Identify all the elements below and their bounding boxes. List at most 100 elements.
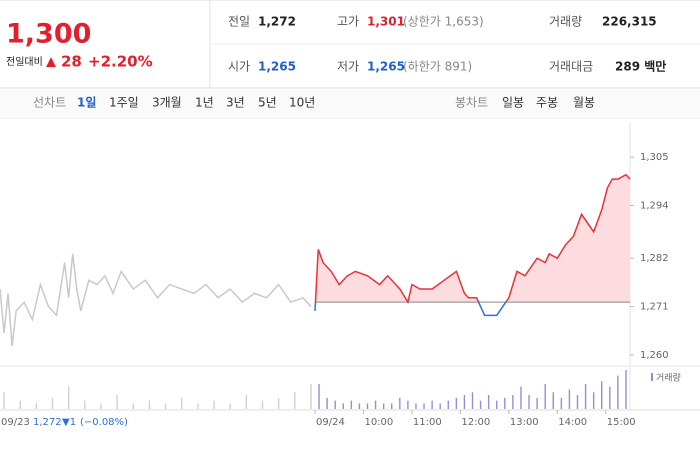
change-pct: +2.20% — [88, 53, 153, 71]
x-tick-label: 12:00 — [461, 417, 490, 428]
tab[interactable]: 3개월 — [152, 96, 182, 110]
stat-value: 1,265 — [367, 60, 405, 74]
tab[interactable]: 1년 — [195, 96, 214, 110]
y-tick-label: 1,282 — [640, 253, 669, 264]
volume-bar — [197, 403, 199, 409]
price-line — [0, 253, 312, 347]
stat-note: (하한가 891) — [403, 60, 472, 74]
volume-bar — [84, 400, 86, 409]
volume-bar — [471, 392, 474, 409]
x-tick-label: 14:00 — [558, 417, 587, 428]
volume-bar — [350, 400, 353, 409]
volume-bar — [439, 403, 441, 409]
legend-label: 거래량 — [656, 372, 681, 384]
tab[interactable]: 5년 — [258, 96, 277, 110]
y-tick-label: 1,294 — [640, 200, 669, 211]
volume-bar — [625, 370, 627, 409]
tab[interactable]: 3년 — [226, 96, 245, 110]
volume-bar — [609, 386, 611, 409]
volume-bar — [100, 403, 102, 409]
tab-bar — [0, 89, 700, 118]
volume-bar — [326, 397, 328, 409]
volume-bar — [568, 389, 571, 409]
stat-label: 거래량 — [549, 15, 582, 29]
x-tick-label: 11:00 — [413, 417, 442, 428]
volume-bar — [520, 386, 522, 409]
volume-bar — [512, 395, 514, 409]
stat-value: 1,265 — [258, 60, 296, 74]
volume-bar — [415, 403, 417, 409]
price: 1,300 — [6, 19, 91, 50]
volume-bar — [391, 403, 393, 409]
y-tick-label: 1,305 — [640, 152, 669, 163]
volume-bar — [132, 403, 134, 409]
change: 28 — [61, 53, 82, 71]
volume-bar — [544, 383, 546, 409]
volume-bar — [496, 400, 498, 409]
volume-bar — [601, 381, 603, 409]
x-tick-label: 10:00 — [364, 417, 393, 428]
volume-bar — [479, 400, 482, 409]
volume-bar — [374, 400, 377, 409]
volume-bar — [528, 395, 530, 409]
volume-bar — [423, 403, 425, 409]
volume-bar — [181, 397, 183, 409]
stat-value: 1,301 — [367, 15, 405, 29]
volume-bar — [310, 383, 312, 409]
volume-bar — [67, 386, 70, 409]
x-tick-label: 09/24 — [316, 417, 345, 428]
stat-label: 고가 — [337, 15, 359, 29]
volume-bar — [35, 403, 38, 409]
change-arrow: ▲ — [46, 55, 56, 70]
volume-bar — [617, 375, 619, 409]
x-tick-label: 13:00 — [510, 417, 539, 428]
volume-bar — [463, 395, 466, 409]
volume-bar — [407, 400, 409, 409]
volume-bar — [164, 403, 167, 409]
y-tick-label: 1,260 — [640, 350, 669, 361]
volume-bar — [358, 403, 361, 409]
prev-change-pct: (−0.08%) — [80, 417, 128, 428]
volume-bar — [455, 397, 458, 409]
tab[interactable]: 주봉 — [536, 96, 558, 110]
volume-bar — [431, 400, 433, 409]
tab[interactable]: 10년 — [289, 96, 315, 110]
stat-value: 226,315 — [602, 15, 657, 29]
volume-bar — [366, 403, 369, 409]
volume-bar — [213, 400, 215, 409]
stat-label: 전일 — [228, 15, 250, 29]
stat-note: (상한가 1,653) — [403, 15, 484, 29]
prev-date: 09/23 — [1, 417, 30, 428]
tab-label: 봉차트 — [455, 96, 488, 110]
volume-bar — [447, 400, 449, 409]
tab[interactable]: 1주일 — [109, 96, 139, 110]
volume-bar — [592, 392, 595, 409]
volume-bar — [576, 395, 579, 409]
stat-label: 시가 — [228, 60, 250, 74]
tab[interactable]: 일봉 — [502, 96, 524, 110]
volume-bar — [19, 400, 21, 409]
volume-bar — [504, 397, 506, 409]
volume-bar — [536, 397, 538, 409]
area-fill — [315, 174, 630, 303]
volume-bar — [560, 397, 563, 409]
volume-bar — [342, 403, 344, 409]
stat-label: 거래대금 — [549, 60, 593, 74]
tab-label: 선차트 — [33, 96, 66, 110]
legend-swatch — [651, 373, 653, 381]
stat-value: 289 백만 — [615, 59, 666, 74]
tab[interactable]: 1일 — [77, 96, 96, 110]
volume-bar — [318, 383, 320, 409]
x-tick-label: 15:00 — [607, 417, 636, 428]
volume-bar — [3, 392, 5, 409]
volume-bar — [51, 397, 54, 409]
volume-bar — [334, 400, 336, 409]
volume-bar — [584, 383, 587, 409]
volume-bar — [261, 400, 264, 409]
volume-bar — [552, 392, 554, 409]
tab[interactable]: 월봉 — [573, 96, 595, 110]
stat-label: 저가 — [337, 60, 359, 74]
change-label: 전일대비 — [6, 56, 43, 68]
volume-bar — [382, 403, 385, 409]
